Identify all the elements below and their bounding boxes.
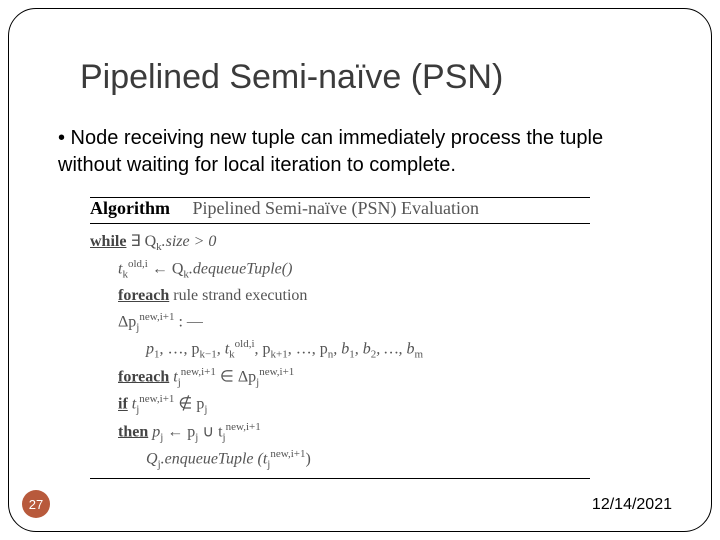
t: t xyxy=(128,396,136,413)
s: new,i+1 xyxy=(226,421,261,433)
algo-line-6: foreach tjnew,i+1 ∈ Δpjnew,i+1 xyxy=(90,364,590,392)
s: new,i+1 xyxy=(259,366,294,378)
t: .dequeueTuple() xyxy=(189,261,293,278)
t: , …, b xyxy=(376,340,414,357)
t: ∪ t xyxy=(198,423,222,440)
t: : — xyxy=(174,313,202,330)
algo-line-5: p1, …, pk−1, tkold,i, pk+1, …, pn, b1, b… xyxy=(90,336,590,364)
kw-if: if xyxy=(118,396,128,413)
algo-line-1: while ∃ Qk.size > 0 xyxy=(90,230,590,256)
algo-line-9: Qj.enqueueTuple (tjnew,i+1) xyxy=(90,446,590,474)
footer-date: 12/14/2021 xyxy=(592,496,672,514)
t: ← p xyxy=(163,423,195,440)
t: p xyxy=(148,423,160,440)
t: , p xyxy=(255,340,271,357)
t: ∉ p xyxy=(174,396,204,413)
s: j xyxy=(204,404,207,416)
algo-line-4: Δpjnew,i+1 : — xyxy=(90,309,590,337)
algorithm-keyword: Algorithm xyxy=(90,198,170,218)
s: j xyxy=(178,376,181,388)
algo-line-3: foreach rule strand execution xyxy=(90,284,590,309)
t: Δp xyxy=(118,313,136,330)
algo-line-7: if tjnew,i+1 ∉ pj xyxy=(90,391,590,419)
t: t xyxy=(169,368,177,385)
s: new,i+1 xyxy=(139,311,174,323)
t: .enqueueTuple (t xyxy=(161,451,268,468)
t: .size > 0 xyxy=(162,233,217,250)
s: new,i+1 xyxy=(139,393,174,405)
t: Q xyxy=(146,451,158,468)
bullet-text: • Node receiving new tuple can immediate… xyxy=(58,125,640,179)
page-number-badge: 27 xyxy=(22,490,50,518)
s: j xyxy=(267,459,270,471)
s: j xyxy=(136,404,139,416)
t: rule strand execution xyxy=(169,287,307,304)
algorithm-block: Algorithm Pipelined Semi-naïve (PSN) Eva… xyxy=(90,197,590,479)
s: old,i xyxy=(128,258,148,270)
t: ∃ Q xyxy=(126,233,156,250)
s: k xyxy=(229,349,235,361)
kw-while: while xyxy=(90,233,126,250)
rule-bottom xyxy=(90,478,590,479)
t: , …, p xyxy=(160,340,200,357)
algorithm-body: while ∃ Qk.size > 0 tkold,i ← Qk.dequeue… xyxy=(90,224,590,476)
s: j xyxy=(223,431,226,443)
slide: Pipelined Semi-naïve (PSN) • Node receiv… xyxy=(0,0,720,540)
s: old,i xyxy=(235,338,255,350)
t: , t xyxy=(217,340,229,357)
t: , b xyxy=(355,340,371,357)
t: , b xyxy=(333,340,349,357)
s: new,i+1 xyxy=(270,448,305,460)
s: k+1 xyxy=(271,349,288,361)
t: ) xyxy=(305,451,310,468)
t: p xyxy=(146,340,154,357)
algo-line-2: tkold,i ← Qk.dequeueTuple() xyxy=(90,256,590,284)
algo-line-8: then pj ← pj ∪ tjnew,i+1 xyxy=(90,419,590,447)
kw-foreach: foreach xyxy=(118,287,169,304)
t: ← Q xyxy=(148,261,184,278)
s: k xyxy=(122,269,128,281)
s: k−1 xyxy=(200,349,217,361)
algorithm-header: Algorithm Pipelined Semi-naïve (PSN) Eva… xyxy=(90,198,590,223)
kw-then: then xyxy=(118,423,148,440)
t: ∈ Δp xyxy=(216,368,256,385)
s: j xyxy=(256,376,259,388)
kw-foreach2: foreach xyxy=(118,368,169,385)
algorithm-title: Pipelined Semi-naïve (PSN) Evaluation xyxy=(193,198,479,218)
slide-title: Pipelined Semi-naïve (PSN) xyxy=(80,58,680,97)
t: , …, p xyxy=(288,340,328,357)
s: new,i+1 xyxy=(181,366,216,378)
s: m xyxy=(415,349,424,361)
